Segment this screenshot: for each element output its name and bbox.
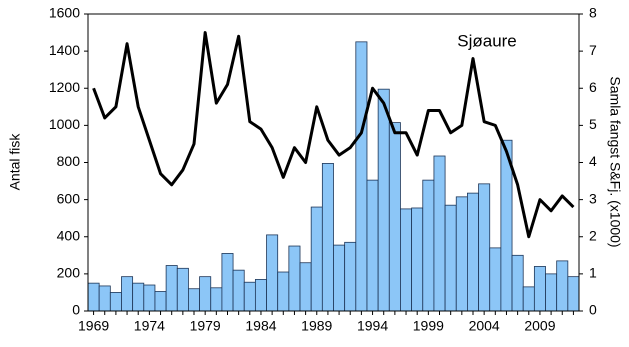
- line: [92, 31, 575, 239]
- x-tick-label: 1974: [134, 318, 165, 334]
- x-tick-label: 2009: [524, 318, 555, 334]
- annotation: Sjøaure: [457, 31, 517, 50]
- y-tick-label: 1400: [49, 42, 80, 58]
- bar: [567, 276, 580, 312]
- bar: [132, 282, 145, 312]
- x-tick-label: 2004: [469, 318, 500, 334]
- y-tick-label: 800: [57, 153, 81, 169]
- bar: [355, 41, 368, 312]
- bar: [422, 179, 435, 312]
- y-tick-label: 200: [57, 265, 81, 281]
- bar: [545, 273, 558, 312]
- y2-axis-label: Samla fangst S&Fj. (x1000): [607, 76, 623, 247]
- bar: [232, 269, 245, 312]
- bar: [121, 276, 134, 312]
- y2-tick-label: 3: [589, 190, 597, 206]
- y2-tick-label: 6: [589, 79, 597, 95]
- y-tick-label: 1000: [49, 116, 80, 132]
- bar: [522, 286, 535, 312]
- y2-tick-label: 5: [589, 116, 597, 132]
- x-tick-label: 1969: [78, 318, 109, 334]
- bar: [321, 163, 334, 312]
- bar: [176, 267, 189, 312]
- y2-tick-label: 1: [589, 265, 597, 281]
- x-tick-label: 1994: [357, 318, 388, 334]
- bar: [266, 234, 279, 312]
- y2-tick-label: 2: [589, 227, 597, 243]
- y-tick-label: 0: [72, 302, 80, 318]
- bar: [556, 260, 569, 312]
- bar: [310, 206, 323, 312]
- bar: [377, 88, 390, 312]
- bar: [243, 281, 256, 312]
- bar: [467, 192, 479, 312]
- y2-tick-label: 8: [589, 5, 597, 21]
- bar: [109, 292, 122, 312]
- bar: [299, 262, 312, 312]
- bar: [433, 155, 446, 312]
- bar: [489, 247, 502, 312]
- bar: [478, 183, 491, 312]
- y2-tick-label: 0: [589, 302, 597, 318]
- bar: [277, 271, 290, 312]
- y-axis-label: Antal fisk: [7, 133, 23, 191]
- bar: [210, 287, 223, 312]
- y-tick-label: 1200: [49, 79, 80, 95]
- y-tick-label: 400: [57, 227, 81, 243]
- bar: [366, 179, 379, 312]
- x-tick-label: 1989: [301, 318, 332, 334]
- bar: [344, 241, 357, 312]
- plot-frame: [87, 13, 580, 312]
- bar: [221, 253, 234, 312]
- bar: [455, 196, 468, 312]
- bar: [154, 291, 167, 312]
- y-tick-label: 600: [57, 190, 81, 206]
- bar: [254, 279, 267, 312]
- y-tick-label: 1600: [49, 5, 80, 21]
- x-tick-label: 1979: [190, 318, 221, 334]
- bar: [165, 265, 178, 312]
- bar: [444, 204, 457, 312]
- bar: [400, 208, 413, 312]
- bar: [388, 122, 401, 312]
- bar: [533, 266, 546, 312]
- y2-tick-label: 4: [589, 153, 597, 169]
- bar: [188, 288, 200, 312]
- x-tick-label: 1999: [413, 318, 444, 334]
- bar: [143, 284, 156, 312]
- bar: [199, 276, 212, 312]
- bar: [98, 285, 111, 312]
- x-tick-label: 1984: [245, 318, 276, 334]
- bar: [288, 245, 301, 312]
- bar: [511, 254, 524, 312]
- y2-tick-label: 7: [589, 42, 597, 58]
- bar: [333, 244, 346, 312]
- bar: [87, 282, 100, 312]
- bar: [411, 207, 424, 312]
